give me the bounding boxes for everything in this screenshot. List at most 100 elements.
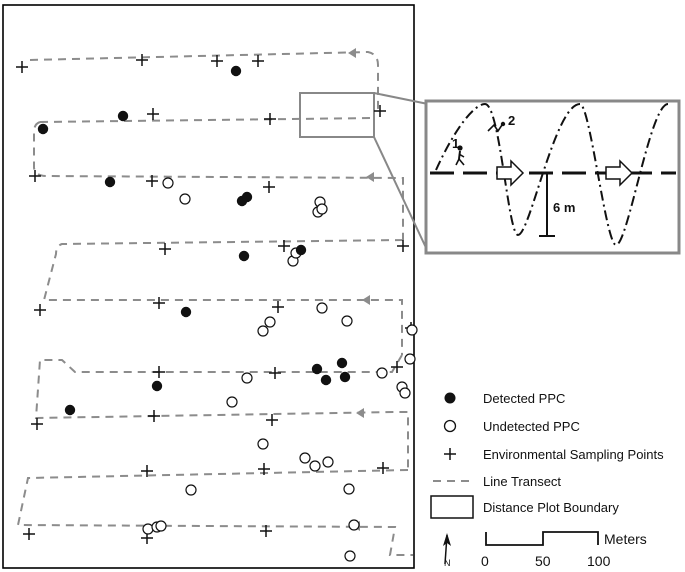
detected-ppc-marker: [238, 250, 250, 262]
scale-unit: Meters: [604, 531, 647, 547]
line-transect-path: [16, 50, 413, 556]
sampling-point-marker: [260, 525, 272, 537]
undetected-ppc-marker: [226, 396, 238, 408]
undetected-ppc-marker: [257, 438, 269, 450]
detected-ppc-marker: [117, 110, 129, 122]
detected-ppc-marker: [320, 374, 332, 386]
scale-bar: 0 50 100 Meters: [481, 531, 647, 569]
undetected-ppc-marker: [322, 456, 334, 468]
sampling-points-layer: [16, 54, 417, 544]
walking-person-icon: [455, 145, 465, 166]
legend: Detected PPC Undetected PPC Environmenta…: [430, 391, 664, 519]
sampling-point-marker: [29, 170, 41, 182]
sampling-point-marker: [263, 181, 275, 193]
undetected-ppc-marker: [316, 302, 328, 314]
undetected-ppc-layer: [142, 177, 418, 562]
sampling-point-marker: [141, 465, 153, 477]
undetected-ppc-marker: [406, 324, 418, 336]
arrow-right-icon: [496, 159, 525, 187]
distance-plot-boundary: [299, 92, 375, 138]
detected-ppc-marker: [180, 306, 192, 318]
detected-ppc-layer: [37, 65, 351, 416]
sampling-point-marker: [153, 297, 165, 309]
detected-ppc-marker: [295, 244, 307, 256]
legend-detected-marker: [444, 392, 456, 404]
sampling-point-marker: [252, 55, 264, 67]
detected-ppc-marker: [230, 65, 242, 77]
sampling-point-marker: [148, 410, 160, 422]
undetected-ppc-marker: [241, 372, 253, 384]
scale-bar-line: [485, 531, 599, 546]
distance-label: 6 m: [553, 200, 575, 215]
sampling-point-marker: [374, 105, 386, 117]
undetected-ppc-marker: [343, 483, 355, 495]
sampling-point-marker: [397, 240, 409, 252]
sampling-point-marker: [264, 113, 276, 125]
legend-sampling-marker: [444, 448, 456, 460]
detected-ppc-marker: [104, 176, 116, 188]
sampling-point-marker: [31, 418, 43, 430]
inset-search-path: [435, 102, 669, 247]
sampling-point-marker: [266, 414, 278, 426]
undetected-ppc-marker: [344, 550, 356, 562]
sampling-point-marker: [269, 367, 281, 379]
sampling-point-marker: [153, 366, 165, 378]
undetected-ppc-marker: [316, 203, 328, 215]
undetected-ppc-marker: [185, 484, 197, 496]
detected-ppc-marker: [151, 380, 163, 392]
legend-detected-label: Detected PPC: [483, 391, 565, 406]
detected-ppc-marker: [64, 404, 76, 416]
sampling-point-marker: [159, 243, 171, 255]
transect-arrowhead: [348, 48, 356, 58]
undetected-ppc-marker: [341, 315, 353, 327]
undetected-ppc-marker: [142, 523, 154, 535]
scale-tick-0: 0: [481, 553, 489, 569]
undetected-ppc-marker: [404, 353, 416, 365]
inset-panel: 6 m 1 2: [424, 99, 681, 255]
observer-label-2: 2: [508, 113, 515, 128]
sampling-point-marker: [23, 528, 35, 540]
inset-connector-top: [373, 92, 429, 105]
undetected-ppc-marker: [264, 316, 276, 328]
detected-ppc-marker: [37, 123, 49, 135]
north-label: N: [444, 558, 451, 568]
sampling-point-marker: [147, 108, 159, 120]
sampling-point-marker: [272, 301, 284, 313]
legend-sampling-label: Environmental Sampling Points: [483, 447, 664, 462]
sampling-point-marker: [278, 240, 290, 252]
legend-plot-boundary-marker: [430, 495, 474, 519]
transect-direction-arrows: [348, 48, 374, 531]
undetected-ppc-marker: [348, 519, 360, 531]
inset-connector-bottom: [373, 136, 429, 253]
undetected-ppc-marker: [376, 367, 388, 379]
undetected-ppc-marker: [257, 325, 269, 337]
sampling-point-marker: [377, 462, 389, 474]
transect-arrowhead: [356, 408, 364, 418]
detected-ppc-marker: [311, 363, 323, 375]
undetected-ppc-marker: [399, 387, 411, 399]
observer-label-1: 1: [452, 136, 459, 151]
legend-undetected-marker: [443, 419, 457, 433]
sampling-point-marker: [34, 304, 46, 316]
undetected-ppc-marker: [155, 520, 167, 532]
north-arrow-icon: N: [443, 533, 451, 568]
walking-person-icon: [487, 121, 506, 133]
undetected-ppc-marker: [309, 460, 321, 472]
arrow-right-icon: [605, 159, 634, 187]
map-frame: [2, 4, 415, 569]
sampling-point-marker: [136, 54, 148, 66]
inset-frame: [424, 99, 681, 255]
detected-ppc-marker: [339, 371, 351, 383]
sampling-point-marker: [146, 175, 158, 187]
scale-tick-100: 100: [587, 553, 611, 569]
legend-undetected-label: Undetected PPC: [483, 419, 580, 434]
transect-arrowhead: [362, 295, 370, 305]
sampling-point-marker: [211, 55, 223, 67]
transect-arrowhead: [366, 172, 374, 182]
sampling-point-marker: [258, 463, 270, 475]
detected-ppc-marker: [241, 191, 253, 203]
scale-tick-50: 50: [535, 553, 551, 569]
legend-transect-label: Line Transect: [483, 474, 561, 489]
undetected-ppc-marker: [162, 177, 174, 189]
